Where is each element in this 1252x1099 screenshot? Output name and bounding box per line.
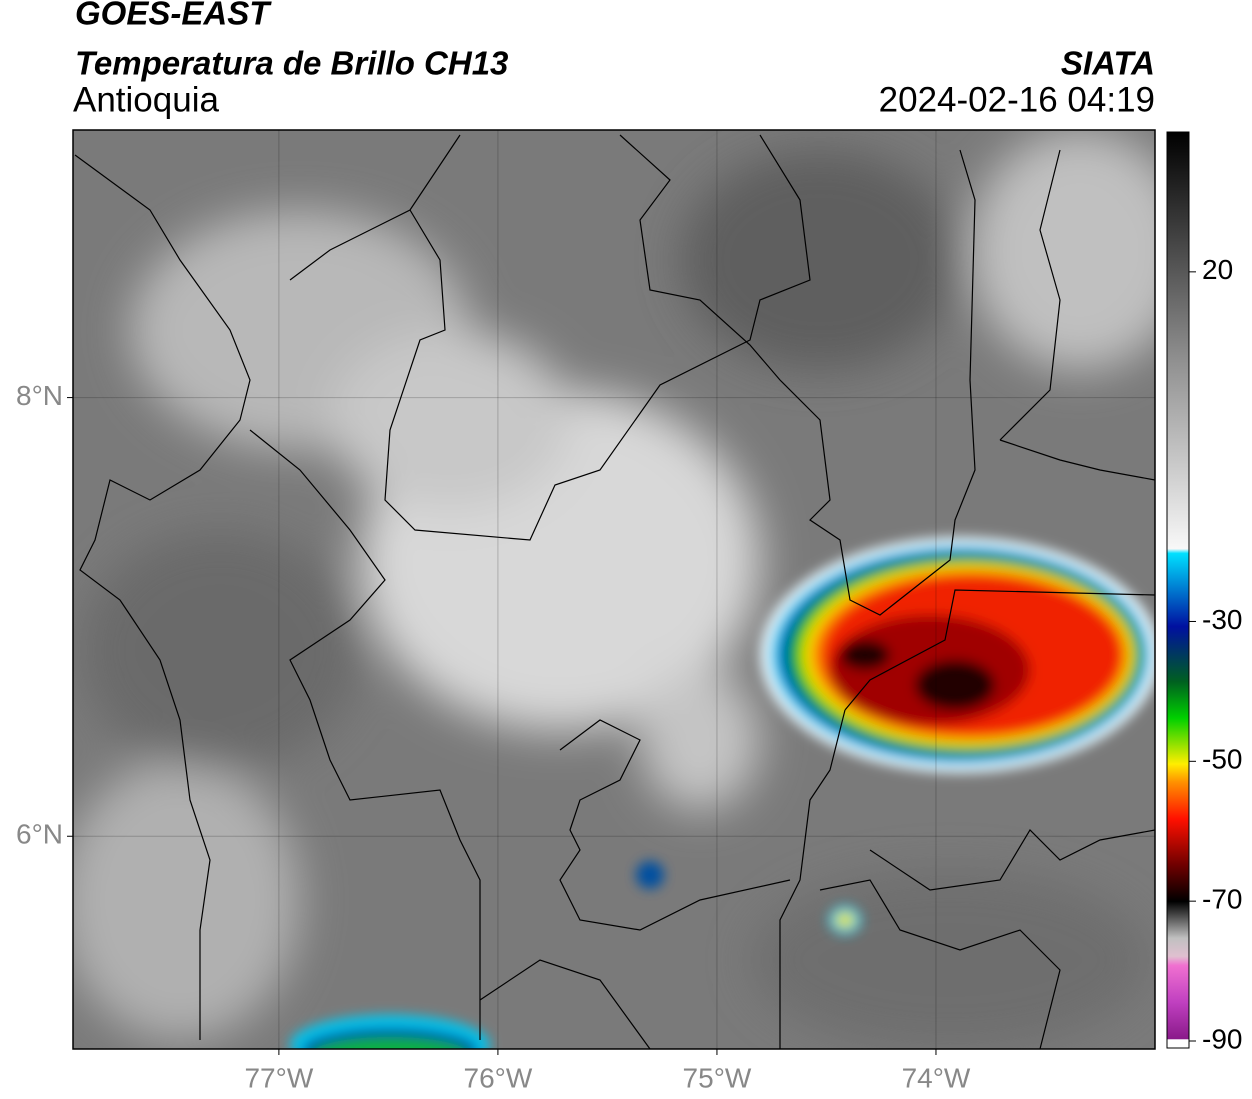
subtitle: Temperatura de Brillo CH13	[75, 45, 508, 82]
colorbar	[1166, 131, 1190, 1049]
map-frame	[72, 129, 1156, 1050]
colorbar-tick-label: -30	[1202, 604, 1242, 635]
datetime: 2024-02-16 04:19	[879, 80, 1155, 119]
colorbar-tick-label: -70	[1202, 884, 1242, 915]
x-tick-label: 77°W	[244, 1062, 313, 1093]
colorbar-tick-label: -90	[1202, 1023, 1242, 1054]
region: Antioquia	[73, 80, 219, 119]
x-tick-label: 74°W	[902, 1062, 971, 1093]
source: SIATA	[1061, 45, 1155, 82]
colorbar-tick-label: -50	[1202, 744, 1242, 775]
y-tick-label: 8°N	[16, 380, 63, 411]
graticule	[73, 130, 1155, 1049]
title: GOES-EAST	[75, 0, 272, 32]
y-tick-label: 6°N	[16, 819, 63, 850]
satellite-image	[73, 130, 1155, 1049]
x-tick-label: 75°W	[683, 1062, 752, 1093]
x-tick-label: 76°W	[464, 1062, 533, 1093]
colorbar-tick-label: 20	[1202, 254, 1233, 285]
